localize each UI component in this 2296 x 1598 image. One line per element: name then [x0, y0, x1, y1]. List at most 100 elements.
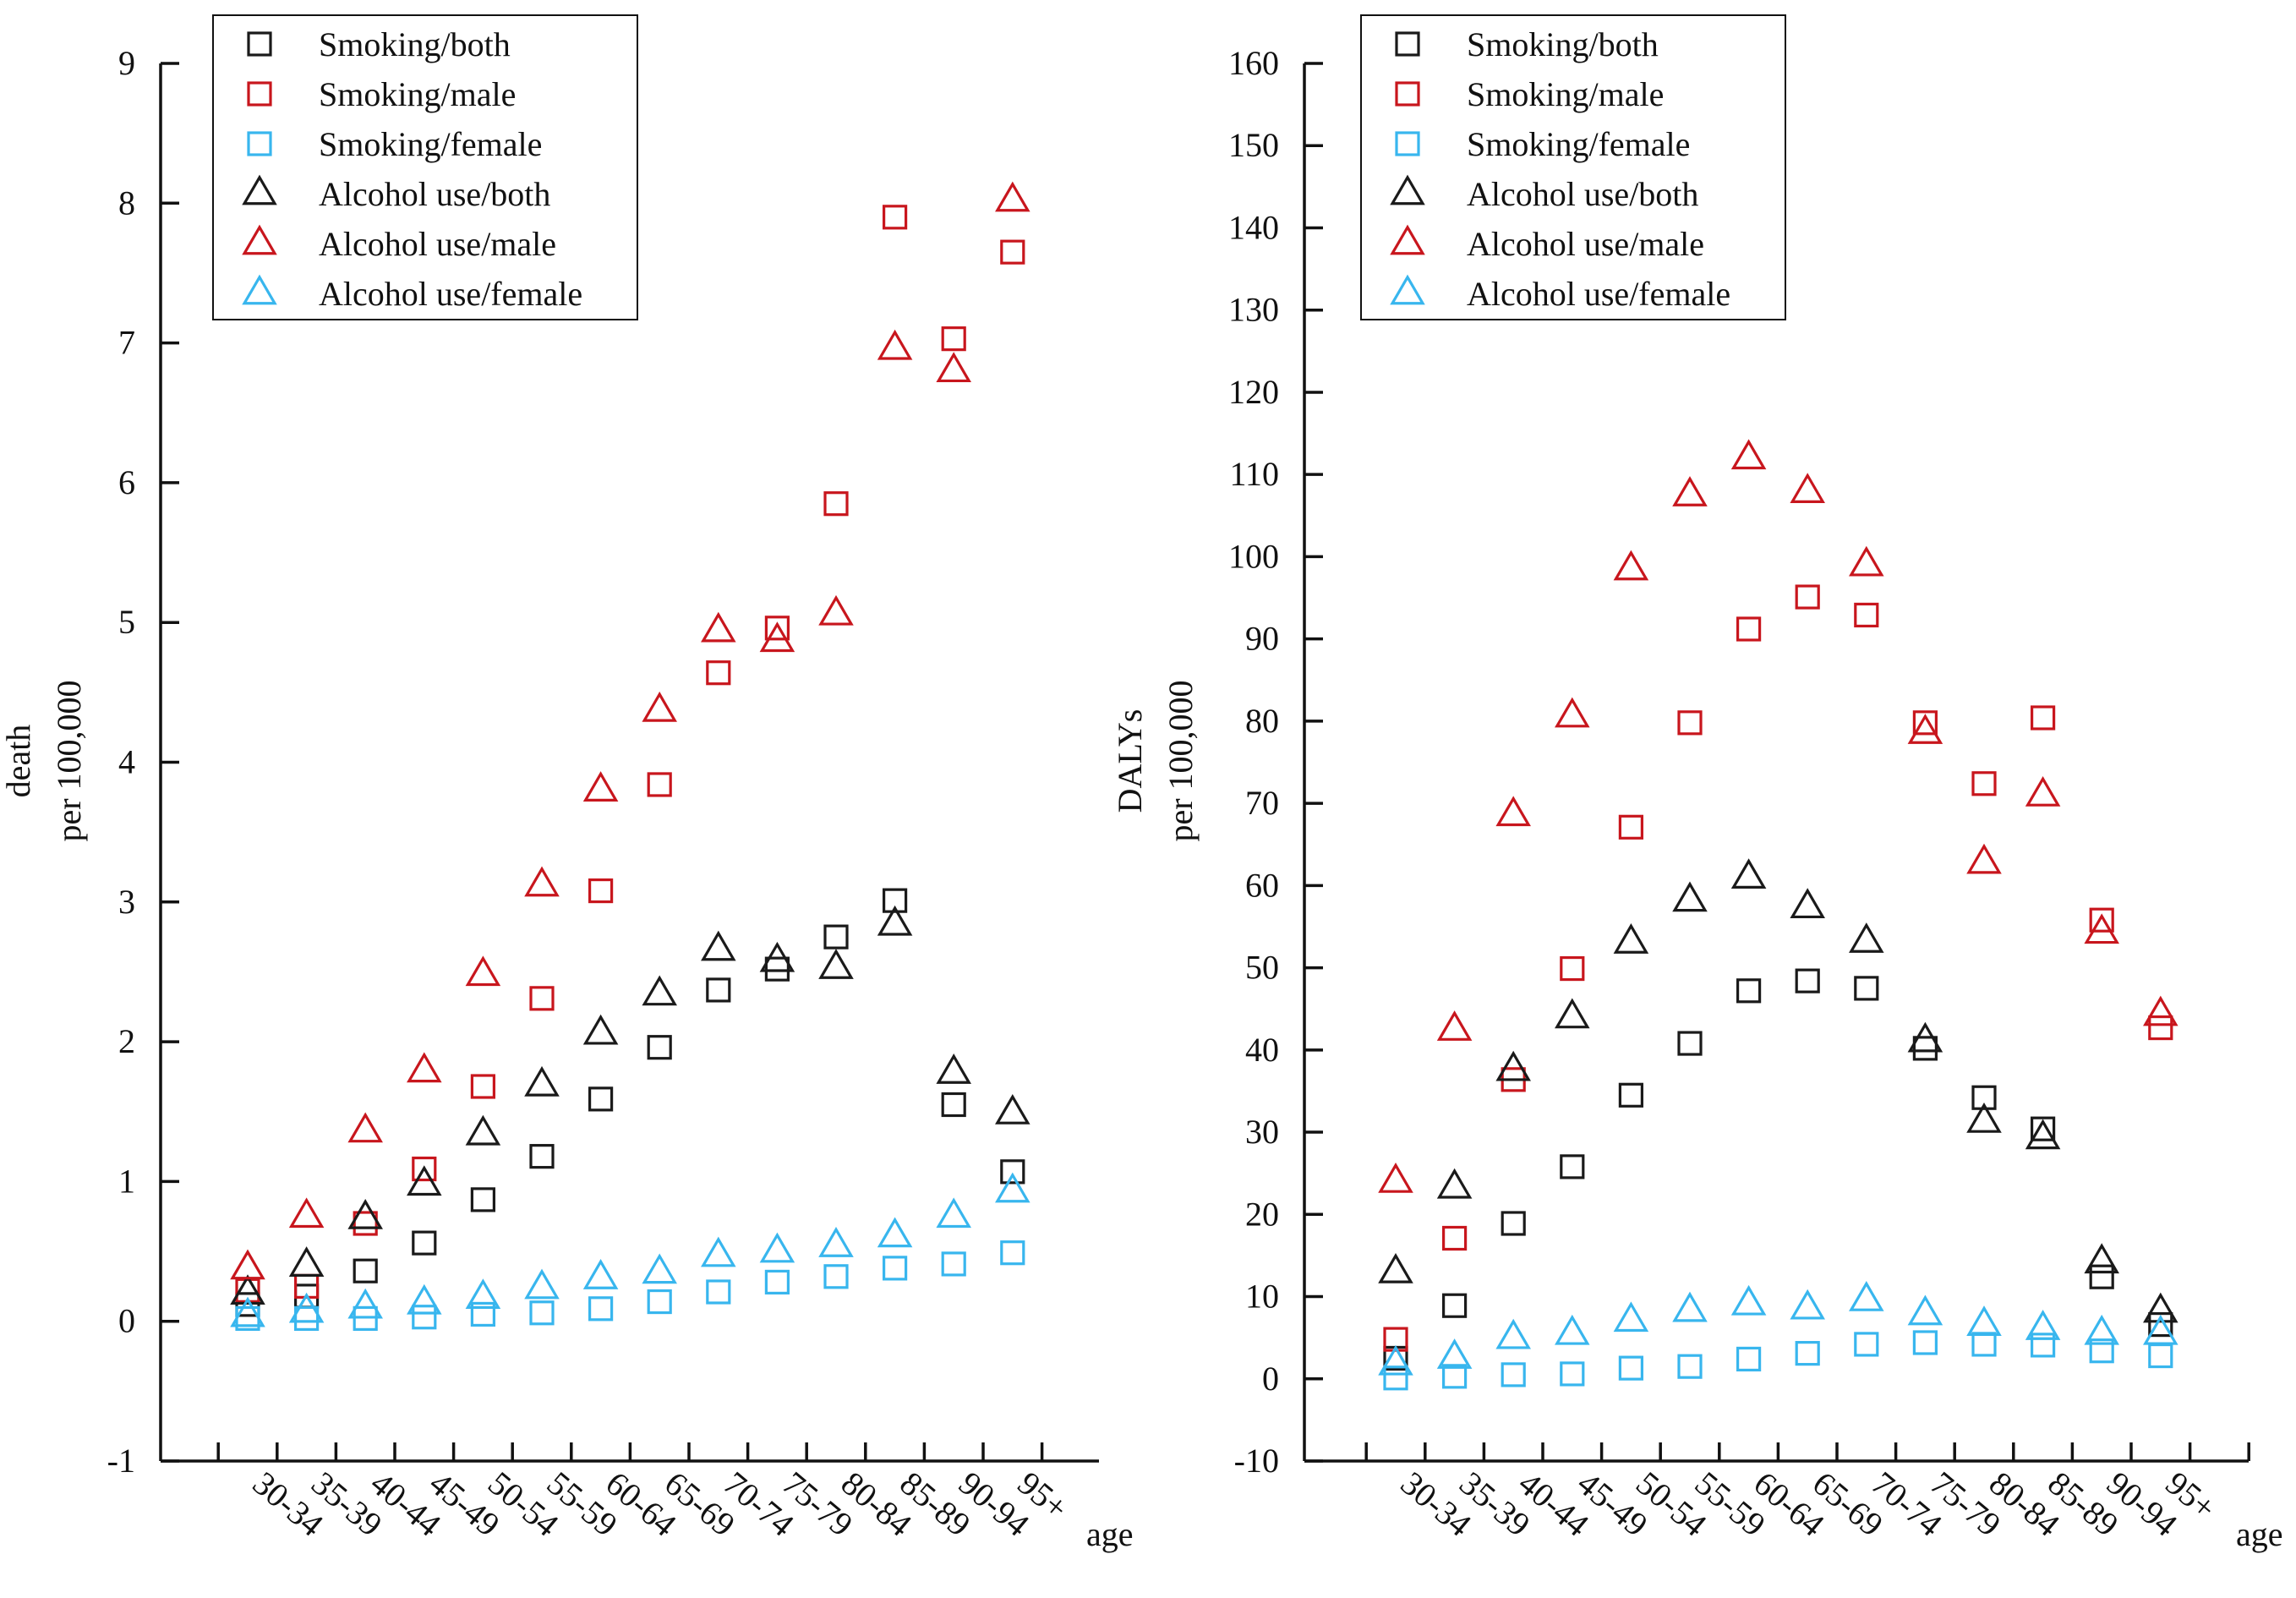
smoking-male-point-12	[2089, 907, 2114, 933]
alcohol-use-both-point-13	[2143, 1292, 2178, 1323]
y-axis-label-units: per 100,000	[50, 680, 88, 841]
alcohol-use-female-point-8	[701, 1236, 736, 1267]
alcohol-use-female-point-11	[2025, 1310, 2061, 1340]
legend-box	[212, 14, 638, 320]
smoking-female-point-7	[1795, 1341, 1820, 1366]
alcohol-use-female-point-3	[407, 1283, 442, 1315]
smoking-both-point-8	[1854, 976, 1879, 1001]
alcohol-use-male-point-11	[2025, 775, 2061, 807]
alcohol-use-male-point-3	[407, 1052, 442, 1083]
legend-label-smoking-male: Smoking/male	[319, 75, 516, 113]
alcohol-use-both-point-4	[1613, 923, 1649, 954]
smoking-both-point-11	[2031, 1116, 2056, 1141]
y-tick-label: 9	[118, 44, 135, 82]
alcohol-use-female-point-10	[1966, 1305, 2002, 1336]
smoking-female-point-12	[941, 1251, 966, 1277]
alcohol-use-female-point-6	[1730, 1284, 1767, 1316]
legend-label-alcohol-use-both: Alcohol use/both	[1467, 175, 1698, 213]
alcohol-use-male-point-5	[1672, 476, 1708, 506]
legend-label-smoking-female: Smoking/female	[1467, 125, 1690, 163]
alcohol-use-male-point-6	[1730, 439, 1767, 470]
alcohol-use-male-point-2	[347, 1112, 383, 1143]
alcohol-use-male-point-12	[936, 352, 971, 383]
smoking-female-point-5	[1677, 1354, 1703, 1379]
alcohol-use-female-point-7	[1790, 1289, 1825, 1320]
smoking-male-point-5	[529, 986, 555, 1011]
legend: Smoking/both Smoking/male Smoking/female Al…	[212, 14, 638, 320]
alcohol-use-both-point-2	[1495, 1050, 1531, 1081]
smoking-female-point-9	[764, 1269, 790, 1295]
smoking-both-point-13	[2148, 1311, 2173, 1338]
y-tick-label: 110	[1229, 455, 1279, 493]
alcohol-use-both-point-1	[1436, 1168, 1473, 1199]
y-axis-label: death	[0, 725, 37, 798]
alcohol-use-both-point-2	[347, 1198, 383, 1229]
y-tick-label: 40	[1245, 1031, 1279, 1069]
alcohol-use-male-point-13	[2143, 995, 2178, 1026]
legend-marker-alcohol-use-female	[1390, 274, 1425, 305]
y-tick-label: 30	[1245, 1113, 1279, 1151]
alcohol-use-female-point-12	[2084, 1314, 2119, 1345]
smoking-both-point-2	[353, 1258, 378, 1283]
y-tick-label: 5	[118, 603, 135, 641]
legend-marker-smoking-female	[1395, 131, 1420, 156]
smoking-both-point-9	[764, 956, 790, 982]
alcohol-use-male-point-8	[1849, 545, 1884, 577]
alcohol-use-male-point-2	[1495, 796, 1531, 827]
alcohol-use-both-point-1	[288, 1246, 325, 1277]
alcohol-use-male-point-13	[995, 181, 1030, 212]
alcohol-use-female-point-8	[1849, 1281, 1884, 1311]
series-smoking-both	[1383, 968, 2173, 1371]
y-tick-label: 1	[118, 1162, 135, 1200]
smoking-both-point-4	[1618, 1082, 1644, 1108]
alcohol-use-male-point-9	[1907, 714, 1943, 744]
y-tick-label: 150	[1228, 126, 1279, 164]
smoking-both-point-4	[470, 1187, 496, 1212]
smoking-female-point-9	[1912, 1330, 1938, 1355]
smoking-female-point-3	[412, 1305, 437, 1330]
smoking-male-point-5	[1677, 710, 1703, 736]
smoking-female-point-10	[1971, 1332, 1997, 1357]
alcohol-use-male-point-12	[2084, 913, 2119, 944]
legend-label-smoking-both: Smoking/both	[319, 25, 511, 63]
alcohol-use-female-point-13	[995, 1172, 1030, 1203]
legend-marker-smoking-male	[1395, 81, 1420, 107]
smoking-both-point-3	[1560, 1154, 1585, 1179]
y-tick-label: 20	[1245, 1195, 1279, 1233]
alcohol-use-both-point-3	[1555, 998, 1590, 1029]
smoking-both-point-7	[1795, 968, 1820, 993]
legend-label-smoking-female: Smoking/female	[319, 125, 542, 163]
y-tick-label: 160	[1228, 44, 1279, 82]
legend-marker-alcohol-use-both	[242, 174, 277, 205]
y-axis-label-units: per 100,000	[1162, 680, 1200, 841]
smoking-male-point-12	[941, 326, 966, 352]
legend-label-alcohol-use-male: Alcohol use/male	[1467, 225, 1704, 263]
legend-marker-alcohol-use-male	[242, 224, 277, 255]
y-tick-label: 0	[1262, 1360, 1279, 1398]
alcohol-use-female-point-6	[582, 1259, 619, 1289]
smoking-male-point-4	[1618, 814, 1644, 840]
smoking-male-point-10	[823, 491, 849, 517]
y-tick-label: 4	[118, 743, 135, 781]
alcohol-use-both-point-8	[1849, 922, 1884, 953]
alcohol-use-male-point-8	[701, 611, 736, 643]
alcohol-use-both-point-4	[465, 1114, 501, 1146]
smoking-male-point-3	[1560, 955, 1585, 982]
smoking-both-point-12	[941, 1092, 966, 1118]
alcohol-use-female-point-5	[1672, 1291, 1708, 1322]
legend-label-alcohol-use-male: Alcohol use/male	[319, 225, 556, 263]
legend-label-alcohol-use-female: Alcohol use/female	[1467, 275, 1730, 313]
smoking-both-point-2	[1501, 1211, 1526, 1236]
alcohol-use-both-point-9	[1907, 1021, 1943, 1053]
alcohol-use-male-point-4	[1613, 550, 1649, 581]
legend-marker-smoking-both	[1395, 31, 1420, 57]
y-tick-label: -10	[1234, 1442, 1279, 1480]
alcohol-use-female-point-4	[465, 1278, 501, 1309]
alcohol-use-both-point-9	[759, 941, 795, 972]
alcohol-use-female-point-2	[347, 1288, 383, 1319]
alcohol-use-both-point-5	[1672, 881, 1708, 912]
alcohol-use-female-point-0	[230, 1296, 265, 1327]
y-tick-label: 90	[1245, 620, 1279, 658]
y-tick-label: 80	[1245, 702, 1279, 740]
smoking-male-point-3	[412, 1156, 437, 1182]
